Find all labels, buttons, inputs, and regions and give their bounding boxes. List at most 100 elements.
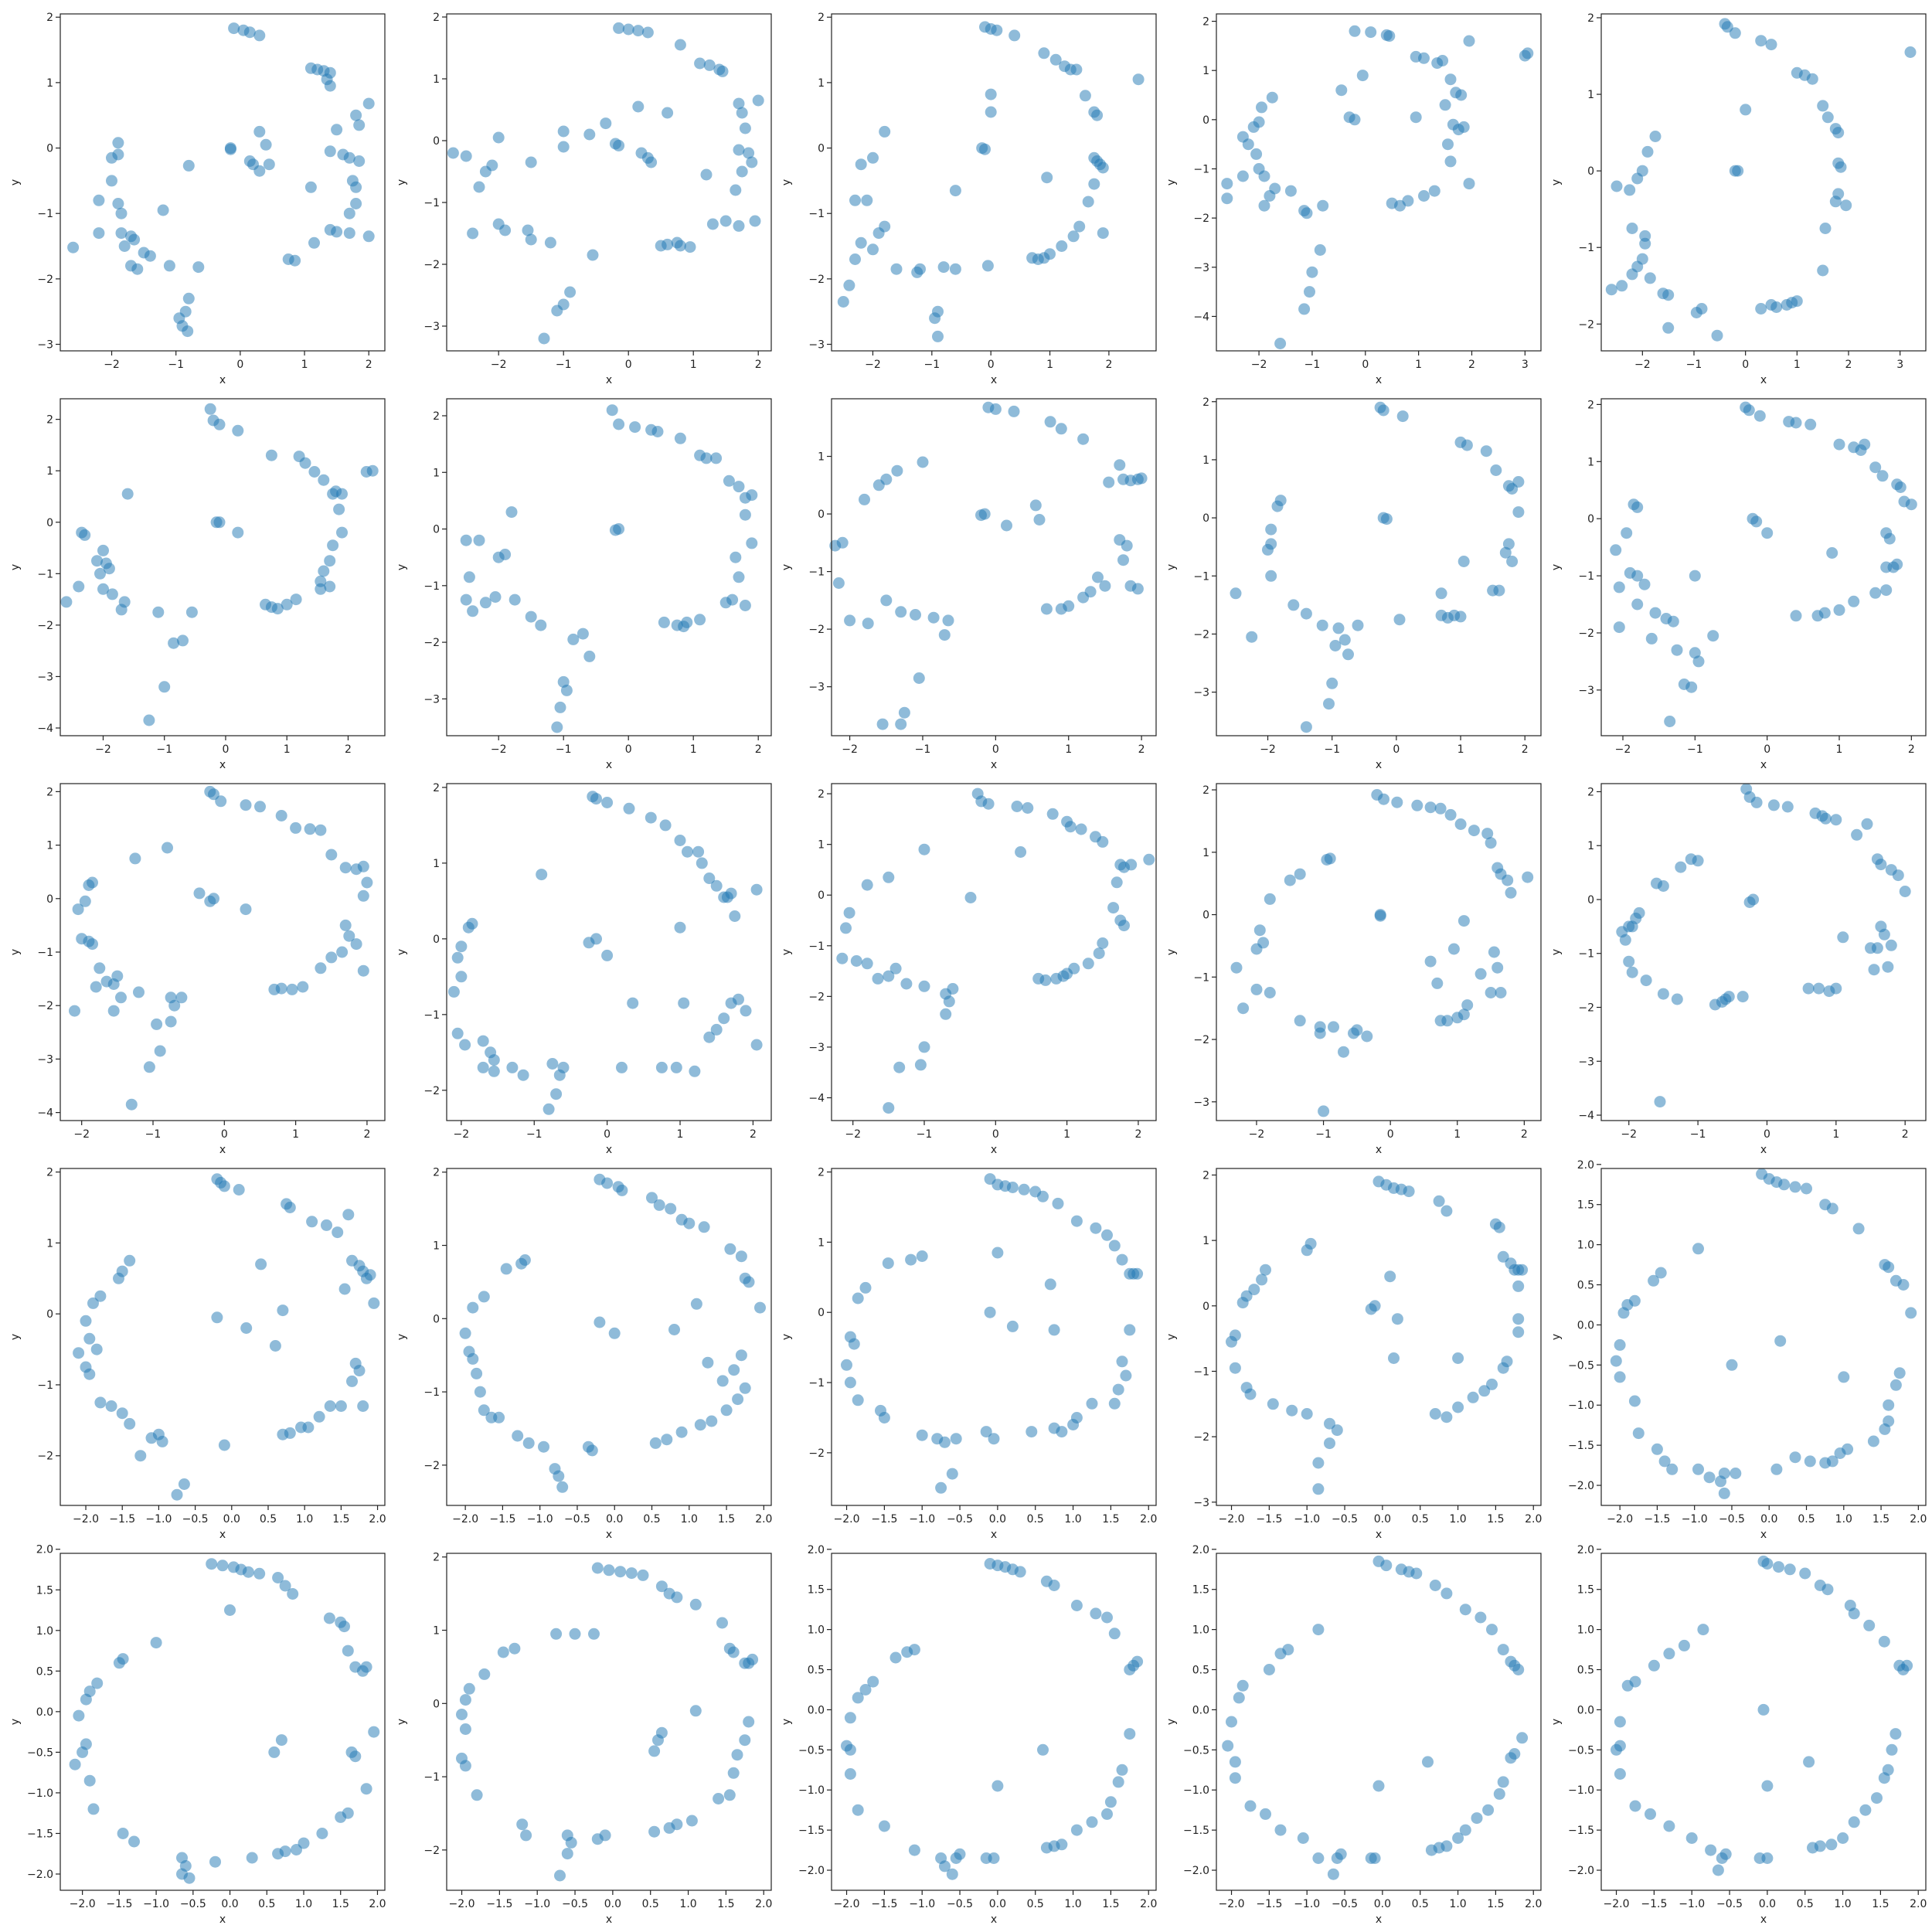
data-point [1639,237,1651,250]
x-tick-label: 2 [1521,1128,1528,1141]
x-tick-label: −2 [491,359,507,371]
data-point [1335,84,1348,97]
data-point [342,1645,354,1657]
data-point [901,1646,913,1658]
x-tick-label: −1.5 [486,1898,512,1910]
data-point [1461,439,1473,451]
axes-frame [446,1553,772,1891]
x-tick-label: 1 [1832,1128,1839,1141]
y-tick-label: −3 [37,339,53,352]
data-point [1848,595,1860,607]
data-point [723,474,735,487]
y-tick-label: −1.0 [1568,1784,1594,1797]
y-tick-label: −2 [37,274,53,286]
data-point [690,1298,702,1310]
data-point [855,158,867,171]
data-point [1014,1566,1026,1578]
x-tick-label: −1 [1690,1128,1706,1141]
data-point [324,80,336,92]
y-tick-label: −1 [808,1377,825,1389]
x-tick-label: 2 [755,743,762,756]
y-tick-label: −1.0 [798,1784,825,1797]
data-point [73,1709,85,1722]
data-point [1833,604,1845,616]
subplot-12: −2 −1 0 1 2 −2 −1 0 1 2 x y [396,782,772,1156]
data-point [208,788,219,801]
data-point [583,937,595,949]
data-point [1236,170,1249,182]
axes-frame [1216,1168,1542,1506]
x-tick-label: 2 [1468,359,1475,371]
data-point [1410,1567,1423,1580]
data-point [1640,975,1652,987]
y-tick-label: 0 [46,517,53,529]
data-point [988,1433,1000,1445]
data-point [918,1041,930,1053]
data-point [1629,1800,1641,1812]
data-point [1901,1659,1913,1672]
data-point [975,509,987,522]
y-axis-label: y [781,949,793,955]
data-point [1091,109,1104,121]
x-tick-label: 0 [1764,1128,1770,1141]
y-tick-label: −3 [808,682,825,694]
data-point [1236,1679,1249,1692]
data-point [1097,227,1109,240]
y-tick-label: 1 [1587,89,1594,101]
data-point [272,1848,284,1860]
x-tick-label: 0.5 [1027,1898,1044,1910]
data-point [327,488,339,500]
data-point [749,215,761,227]
y-tick-label: 1 [818,451,825,464]
data-point [1499,546,1512,559]
data-point [90,981,102,993]
x-tick-label: 1 [1836,743,1843,756]
x-tick-label: −1 [1324,743,1340,756]
data-point [1008,405,1020,417]
data-point [743,1276,755,1288]
data-point [1871,1792,1883,1804]
data-point [1055,423,1067,435]
data-point [652,1734,664,1747]
data-point [739,1382,751,1394]
data-point [1840,199,1852,212]
data-point [1893,1367,1906,1379]
data-point [1329,640,1342,651]
data-point [113,1272,124,1284]
data-point [1378,793,1389,805]
data-point [1778,1179,1791,1191]
data-point [747,1653,759,1665]
points [447,22,764,345]
data-point [1120,1369,1132,1382]
y-tick-label: 0 [46,893,53,906]
y-axis-label: y [9,564,22,570]
data-point [335,1811,347,1823]
data-point [674,835,686,846]
x-tick-label: 2 [1845,359,1852,371]
data-point [1286,1404,1298,1417]
y-tick-label: −1.5 [1183,1825,1209,1837]
data-point [177,634,189,647]
data-point [1804,418,1817,430]
y-tick-label: −2 [423,637,440,649]
data-point [1112,1776,1124,1788]
data-point [1335,1848,1347,1860]
data-point [1029,499,1042,512]
data-point [115,207,128,219]
data-point [1111,876,1123,889]
data-point [233,1184,245,1196]
data-point [1229,1756,1241,1768]
x-tick-label: 2 [1908,743,1915,756]
data-point [1761,527,1774,539]
y-tick-label: −4 [37,723,53,735]
y-tick-label: −1 [423,1009,440,1022]
data-point [268,1746,281,1758]
data-point [946,1468,958,1480]
x-tick-label: 0 [992,1128,999,1141]
x-tick-label: −2.0 [452,1513,478,1526]
data-point [91,555,103,567]
data-point [1821,111,1834,124]
data-point [1690,307,1702,318]
data-point [1143,853,1155,866]
y-tick-label: 0.0 [36,1706,53,1719]
